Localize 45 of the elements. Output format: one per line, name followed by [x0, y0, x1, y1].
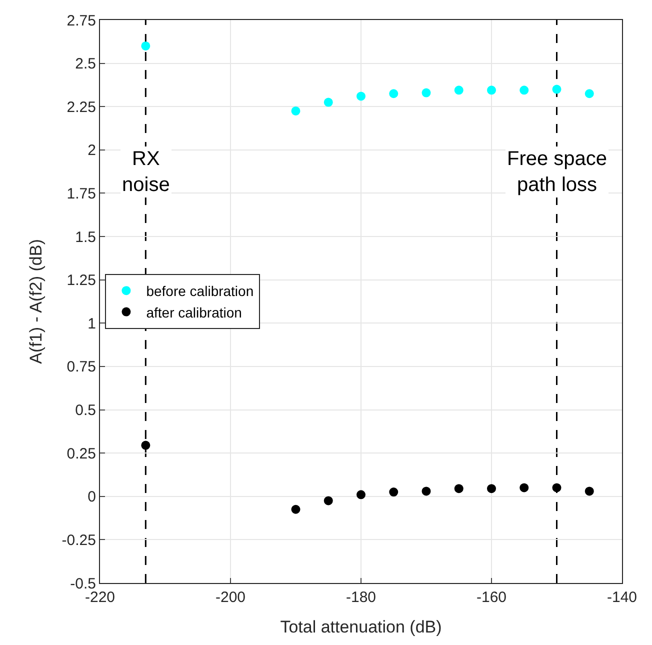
y-tick-label: 0.75 [66, 358, 96, 376]
point [356, 490, 366, 500]
point [454, 484, 464, 494]
point [520, 483, 529, 492]
point [454, 86, 464, 95]
y-tick-label: 0 [88, 488, 96, 506]
x-axis-title: Total attenuation (dB) [280, 617, 442, 636]
point [487, 484, 496, 494]
point [389, 89, 398, 98]
point [324, 98, 333, 107]
legend-label: before calibration [146, 283, 254, 300]
point [422, 88, 431, 98]
y-tick-label: 1.25 [66, 272, 96, 290]
y-tick-label: 0.25 [66, 445, 96, 462]
point [291, 106, 300, 116]
point [422, 486, 431, 496]
point [291, 504, 300, 514]
y-tick-label: 0.5 [75, 402, 96, 420]
point [141, 440, 150, 450]
ref-line-label: Free space path loss [507, 148, 608, 196]
point [324, 496, 333, 506]
y-tick-label: 1.5 [75, 228, 96, 246]
point [356, 92, 366, 101]
x-tick-label: -180 [346, 589, 376, 606]
ref-line-label: RX noise [122, 148, 170, 196]
x-tick-label: -160 [476, 589, 507, 606]
point [520, 86, 529, 95]
point [552, 84, 562, 94]
x-tick-label: -200 [215, 589, 246, 606]
y-tick-label: 2.5 [75, 56, 96, 73]
y-axis-title: A(f1) - A(f2) (dB) [26, 239, 46, 364]
legend-label: after calibration [146, 304, 242, 320]
point [584, 486, 594, 496]
y-tick-label: 1.75 [66, 185, 96, 202]
y-tick-label: -0.25 [62, 532, 96, 549]
point [552, 483, 562, 492]
y-tick-label: 2 [88, 142, 96, 160]
y-tick-label: 1 [88, 315, 96, 332]
y-tick-label: 2.25 [66, 98, 96, 116]
x-tick-label: -140 [606, 589, 638, 606]
point [141, 41, 150, 50]
y-tick-label: 2.75 [66, 12, 96, 30]
point [389, 488, 398, 497]
point [584, 89, 594, 98]
point [487, 86, 496, 95]
